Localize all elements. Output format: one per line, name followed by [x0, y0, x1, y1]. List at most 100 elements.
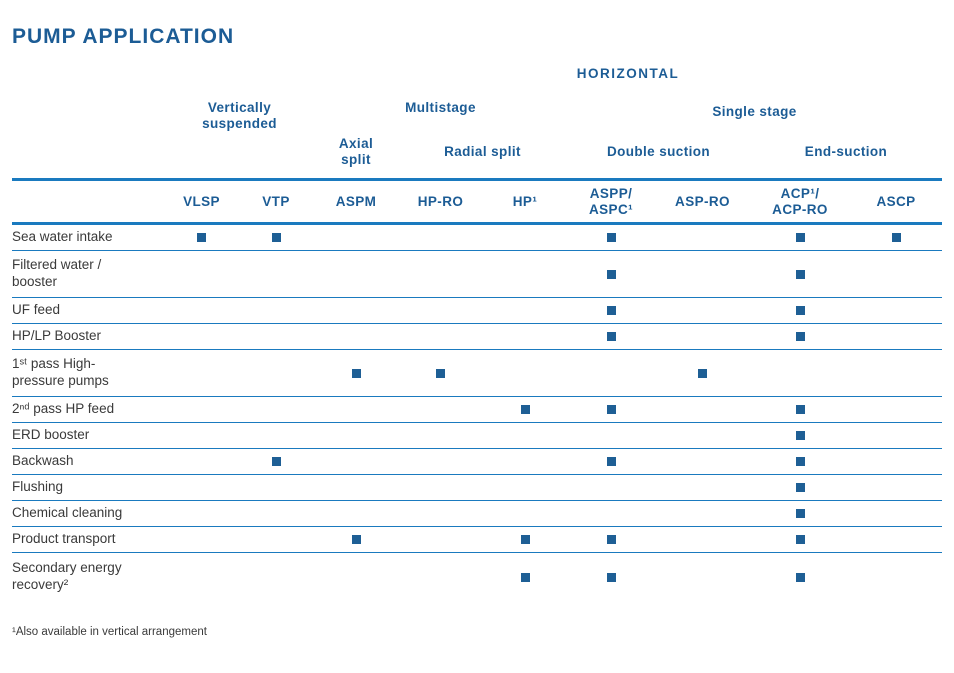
marker-cell — [567, 225, 655, 250]
row-label: Flushing — [12, 479, 64, 495]
application-marker-icon — [795, 431, 805, 440]
row-label: 2ⁿᵈ pass HP feed — [12, 401, 115, 417]
marker-cell — [850, 553, 942, 601]
marker-cell — [398, 298, 483, 323]
marker-cell — [483, 298, 567, 323]
application-marker-icon — [520, 572, 530, 582]
marker-cell — [567, 298, 655, 323]
marker-cell — [850, 324, 942, 349]
table-row: Filtered water / booster — [12, 251, 942, 298]
marker-cell — [483, 324, 567, 349]
marker-cell — [567, 423, 655, 448]
marker-cell — [567, 527, 655, 552]
marker-cell — [398, 225, 483, 250]
marker-cell — [483, 501, 567, 526]
page-title: PUMP APPLICATION — [12, 25, 235, 48]
marker-cell — [314, 475, 398, 500]
marker-cell — [165, 553, 238, 601]
row-label: Secondary energy recovery² — [12, 560, 122, 592]
column-header-hp: HP¹ — [512, 193, 538, 209]
application-marker-icon — [520, 535, 530, 544]
marker-cell — [850, 251, 942, 297]
marker-cell — [398, 423, 483, 448]
marker-cell — [238, 324, 314, 349]
column-header-asp-ro: ASP-RO — [675, 193, 730, 209]
row-label: Backwash — [12, 453, 74, 469]
row-label: ERD booster — [12, 427, 90, 443]
marker-cell — [314, 449, 398, 474]
marker-cell — [398, 501, 483, 526]
marker-cell — [314, 298, 398, 323]
column-header-ascp: ASCP — [876, 193, 916, 209]
marker-cell — [655, 475, 750, 500]
application-marker-icon — [520, 405, 530, 414]
row-label: Filtered water / booster — [12, 257, 102, 289]
marker-cell — [398, 324, 483, 349]
application-marker-icon — [698, 368, 707, 378]
marker-cell — [238, 251, 314, 297]
marker-cell — [567, 449, 655, 474]
marker-cell — [567, 475, 655, 500]
table-row: 2ⁿᵈ pass HP feed — [12, 397, 942, 423]
marker-cell — [238, 350, 314, 396]
table-row: Flushing — [12, 475, 942, 501]
marker-cell — [165, 423, 238, 448]
table-row: Product transport — [12, 527, 942, 553]
application-marker-icon — [606, 405, 616, 414]
marker-cell — [483, 251, 567, 297]
table-row: Sea water intake — [12, 225, 942, 251]
table-row: HP/LP Booster — [12, 324, 942, 350]
column-header-vlsp: VLSP — [183, 193, 220, 209]
marker-cell — [238, 527, 314, 552]
marker-cell — [850, 449, 942, 474]
marker-cell — [398, 251, 483, 297]
column-header-aspm: ASPM — [335, 193, 377, 209]
marker-cell — [314, 501, 398, 526]
application-marker-icon — [197, 233, 206, 242]
marker-cell — [750, 397, 850, 422]
column-header-acp-acp-ro: ACP¹/ ACP-RO — [772, 185, 828, 217]
application-marker-icon — [795, 457, 805, 466]
row-label: 1ˢᵗ pass High- pressure pumps — [12, 356, 109, 388]
application-marker-icon — [606, 306, 616, 315]
application-marker-icon — [351, 535, 361, 544]
marker-cell — [165, 501, 238, 526]
header-group-axial-split: Axial split — [338, 135, 374, 167]
application-marker-icon — [795, 233, 805, 242]
marker-cell — [655, 324, 750, 349]
marker-cell — [655, 298, 750, 323]
marker-cell — [398, 397, 483, 422]
marker-cell — [750, 475, 850, 500]
column-header-vtp: VTP — [262, 193, 290, 209]
table-column-codes: VLSP VTP ASPM HP-RO HP¹ ASPP/ ASPC¹ ASP-… — [12, 181, 942, 225]
header-group-end-suction: End-suction — [804, 143, 888, 159]
marker-cell — [567, 553, 655, 601]
application-marker-icon — [606, 233, 616, 242]
application-marker-icon — [606, 457, 616, 466]
marker-cell — [398, 475, 483, 500]
marker-cell — [398, 553, 483, 601]
column-header-aspp-aspc: ASPP/ ASPC¹ — [588, 185, 633, 217]
marker-cell — [165, 298, 238, 323]
application-marker-icon — [606, 572, 616, 582]
marker-cell — [655, 527, 750, 552]
marker-cell — [655, 251, 750, 297]
application-marker-icon — [795, 332, 805, 341]
marker-cell — [750, 449, 850, 474]
marker-cell — [165, 350, 238, 396]
header-group-vertically-suspended: Vertically suspended — [202, 100, 277, 132]
marker-cell — [483, 350, 567, 396]
marker-cell — [314, 553, 398, 601]
marker-cell — [165, 225, 238, 250]
row-label: UF feed — [12, 302, 61, 318]
marker-cell — [750, 350, 850, 396]
marker-cell — [850, 423, 942, 448]
marker-cell — [850, 397, 942, 422]
marker-cell — [750, 527, 850, 552]
marker-cell — [314, 324, 398, 349]
application-marker-icon — [606, 332, 616, 341]
application-marker-icon — [795, 483, 805, 492]
marker-cell — [483, 475, 567, 500]
footnote: ¹Also available in vertical arrangement — [12, 626, 207, 638]
marker-cell — [398, 527, 483, 552]
